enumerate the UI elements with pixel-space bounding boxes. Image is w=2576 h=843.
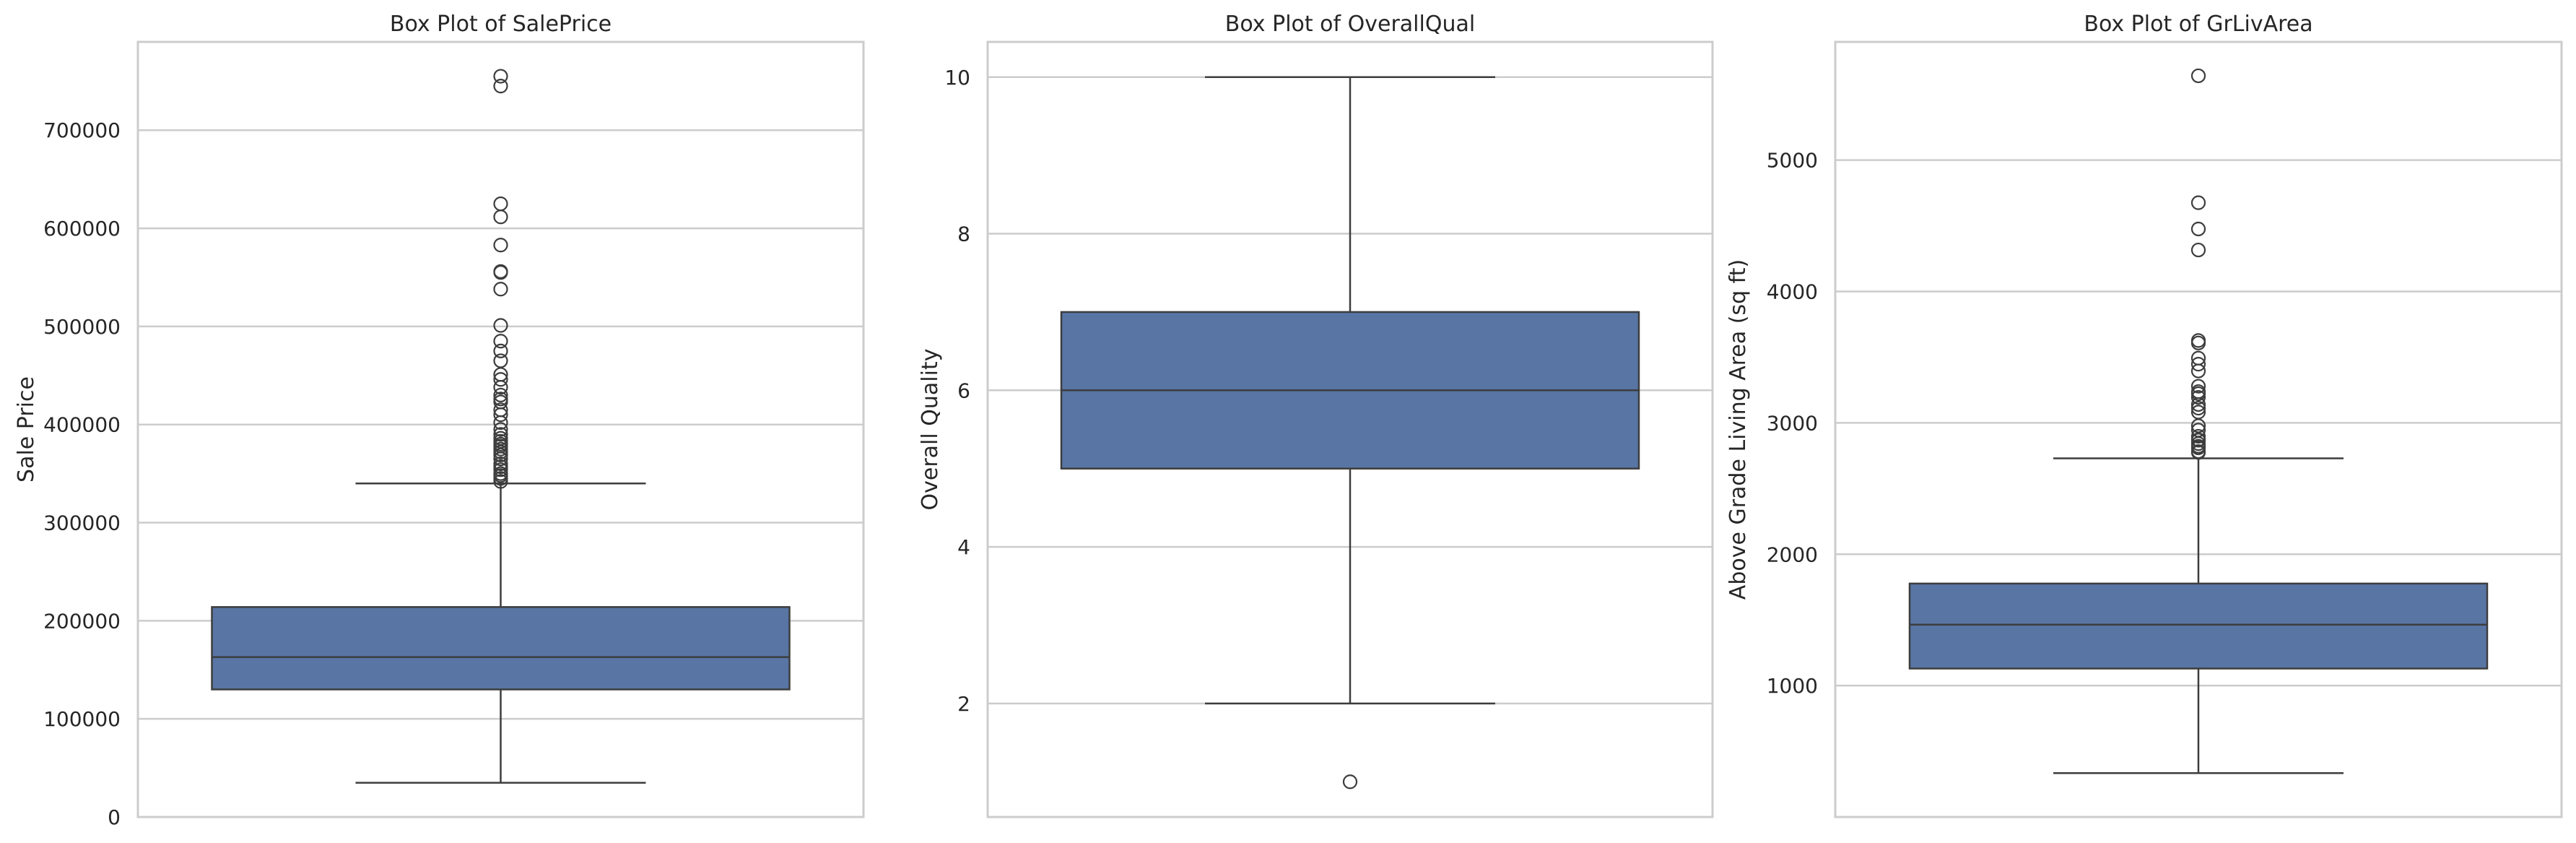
chart-title: Box Plot of OverallQual xyxy=(1225,12,1475,37)
chart-title: Box Plot of GrLivArea xyxy=(2084,12,2312,37)
outlier-point-17 xyxy=(493,422,508,437)
outlier-point-25 xyxy=(2190,195,2206,210)
y-tick-label-2: 4 xyxy=(957,535,970,559)
outlier-point-14 xyxy=(2190,390,2206,405)
y-tick-label-4: 8 xyxy=(957,222,970,246)
y-tick-label-5: 10 xyxy=(944,66,970,90)
plot-frame xyxy=(1834,40,2563,818)
box xyxy=(1908,582,2489,670)
outlier-point-29 xyxy=(493,334,508,349)
y-tick-label-1: 0 xyxy=(108,805,121,829)
outlier-point-22 xyxy=(2190,333,2206,348)
y-tick-label-3: 3000 xyxy=(1767,411,1818,435)
outlier-point-25 xyxy=(493,372,508,387)
outlier-point-31 xyxy=(493,282,508,297)
y-axis-label: Above Grade Living Area (sq ft) xyxy=(1726,259,1751,600)
outlier-point-12 xyxy=(2190,400,2206,416)
outlier-point-30 xyxy=(493,318,508,333)
chart-panel-1: 0 100000 200000 300000 400000 500000 600000 700… xyxy=(14,12,865,829)
y-tick-label-4: 4000 xyxy=(1767,280,1818,304)
y-tick-label-3: 6 xyxy=(957,379,970,402)
outlier-point-7 xyxy=(493,456,508,472)
plot-frame xyxy=(986,40,1714,818)
outlier-point-4 xyxy=(493,466,508,481)
outlier-point-20 xyxy=(493,402,508,418)
y-axis-label: Sale Price xyxy=(14,376,39,483)
y-tick-label-4: 300000 xyxy=(43,511,121,535)
y-axis-label: Overall Quality xyxy=(918,349,943,511)
outlier-point-38 xyxy=(493,69,508,84)
y-tick-label-3: 200000 xyxy=(43,609,121,633)
y-tick-label-1: 1000 xyxy=(1767,674,1818,698)
y-tick-label-7: 600000 xyxy=(43,217,121,241)
chart-panel-2: 2 4 6 8 10 Box Plot of OverallQual Overall Qua… xyxy=(918,12,1714,818)
outlier-point-19 xyxy=(2190,357,2206,372)
outlier-point-23 xyxy=(2190,242,2206,258)
y-tick-label-5: 5000 xyxy=(1767,149,1818,173)
outlier-point-20 xyxy=(2190,350,2206,366)
y-tick-label-6: 500000 xyxy=(43,315,121,339)
chart-title: Box Plot of SalePrice xyxy=(390,12,612,37)
outlier-point-1 xyxy=(1342,774,1358,790)
outlier-point-8 xyxy=(2190,428,2206,444)
plot-frame xyxy=(136,40,865,818)
outlier-point-24 xyxy=(2190,221,2206,237)
outlier-point-2 xyxy=(2190,444,2206,459)
outlier-point-22 xyxy=(493,392,508,407)
outlier-point-37 xyxy=(493,79,508,94)
outlier-point-7 xyxy=(2190,432,2206,447)
outlier-point-28 xyxy=(493,343,508,358)
y-tick-label-1: 2 xyxy=(957,692,970,716)
y-tick-label-2: 100000 xyxy=(43,707,121,731)
outlier-point-33 xyxy=(493,265,508,280)
chart-panel-3: 1000 2000 3000 4000 5000 Box Plot of GrLivAre… xyxy=(1726,12,2563,818)
outlier-point-11 xyxy=(2190,405,2206,420)
outlier-point-35 xyxy=(493,209,508,225)
outlier-point-17 xyxy=(2190,379,2206,394)
outlier-point-23 xyxy=(493,387,508,403)
y-tick-label-8: 700000 xyxy=(43,118,121,142)
y-tick-label-5: 400000 xyxy=(43,413,121,437)
outlier-point-27 xyxy=(493,353,508,368)
outlier-point-36 xyxy=(493,196,508,212)
box xyxy=(211,606,791,691)
outlier-point-16 xyxy=(493,427,508,442)
outlier-point-16 xyxy=(2190,384,2206,399)
outlier-point-9 xyxy=(2190,423,2206,438)
outlier-point-15 xyxy=(493,431,508,446)
y-tick-label-2: 2000 xyxy=(1767,542,1818,566)
outlier-point-34 xyxy=(493,238,508,253)
outlier-point-26 xyxy=(2190,68,2206,84)
